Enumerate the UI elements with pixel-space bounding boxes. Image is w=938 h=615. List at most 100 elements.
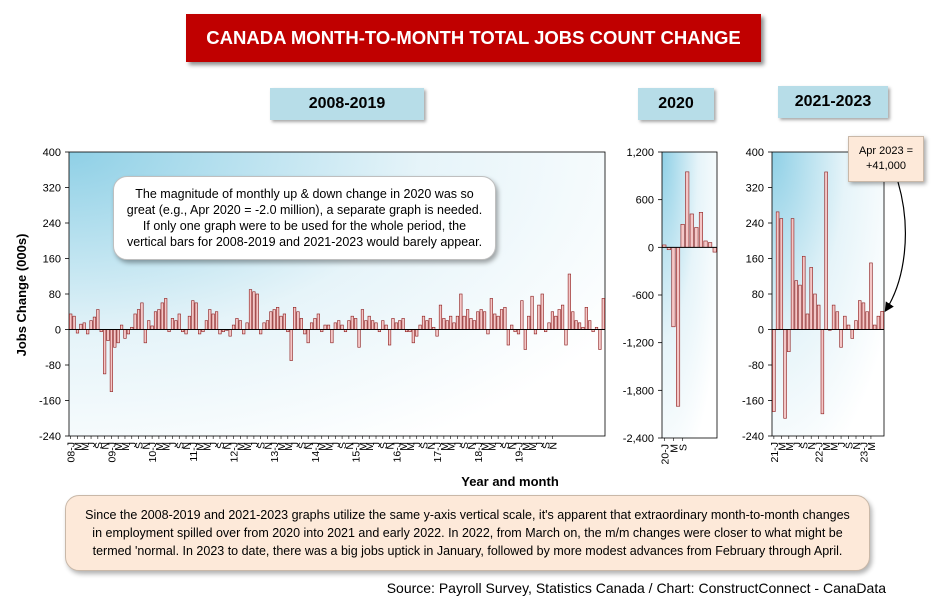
y-tick-label: -160 [742,396,764,408]
bar-2008-2019-103 [418,324,422,330]
bar-2008-2019-44 [218,329,222,335]
bar-2008-2019-129 [506,329,510,346]
bar-2008-2019-54 [252,291,256,330]
bar-2021-2023-20 [846,324,851,330]
x-tick-label: S [93,442,105,449]
bar-2008-2019-117 [466,309,470,330]
bar-2008-2019-15 [120,324,124,330]
x-tick-label: M [283,442,295,451]
bar-2008-2019-48 [231,324,236,330]
x-tick-label: 23-J [858,442,870,462]
bar-2008-2019-77 [330,329,334,344]
bar-2008-2019-31 [174,320,178,330]
x-tick-label: M [242,442,254,451]
bar-2008-2019-61 [276,307,280,330]
bar-2008-2019-78 [333,322,337,330]
y-tick-label: 160 [43,254,61,266]
x-tick-label: 10-J [147,442,159,462]
bar-2008-2019-28 [164,298,168,330]
bar-2008-2019-25 [153,311,158,330]
bar-2008-2019-156 [598,329,602,350]
bar-2008-2019-42 [211,313,215,330]
bar-2008-2019-53 [248,289,253,330]
y-tick-label: 240 [43,218,61,230]
bar-2008-2019-157 [601,298,605,330]
bar-2008-2019-148 [571,311,575,330]
bar-2008-2019-0 [69,313,73,330]
bar-2008-2019-70 [306,329,310,344]
bar-2008-2019-120 [476,311,480,330]
x-tick-label: M [520,442,532,451]
bar-2008-2019-98 [401,318,405,330]
x-tick-label: S [256,442,268,449]
x-tick-label: 22-J [814,442,826,462]
y-tick-label: 400 [746,147,764,159]
bar-2021-2023-21 [850,329,854,339]
bar-2021-2023-25 [865,311,869,330]
bar-2008-2019-90 [374,322,378,330]
y-tick-label: 160 [746,254,764,266]
bar-2008-2019-134 [523,329,527,350]
bar-2008-2019-138 [537,304,541,330]
bar-2008-2019-55 [255,293,259,330]
chart-title: CANADA MONTH-TO-MONTH TOTAL JOBS COUNT C… [186,14,761,62]
bar-2021-2023-10 [809,267,813,330]
x-tick-label: J [452,442,464,447]
bar-2008-2019-106 [428,318,432,330]
bar-2021-2023-27 [872,324,877,330]
bar-2008-2019-110 [442,318,446,330]
bar-2020-8 [698,212,703,248]
bar-2021-2023-24 [861,302,866,330]
x-tick-label: M [154,442,166,451]
x-tick-label: M [668,444,680,453]
bar-2008-2019-34 [184,329,188,335]
x-tick-label: M [527,442,539,451]
bar-2008-2019-153 [588,320,592,330]
x-tick-label: J [249,442,261,447]
y-tick-label: 0 [55,325,61,337]
x-tick-label: S [134,442,146,449]
bar-2008-2019-123 [486,329,490,335]
x-axis-label: Year and month [461,474,559,489]
bar-2008-2019-56 [259,329,263,335]
bar-2008-2019-71 [309,322,314,330]
bar-2008-2019-65 [289,329,293,361]
x-tick-label: M [866,442,878,451]
callout-apr-2023: Apr 2023 = +41,000 [848,136,924,182]
bar-2021-2023-16 [831,304,836,330]
panel-title-2008-2019: 2008-2019 [270,88,424,120]
bar-2008-2019-21 [140,302,144,330]
panel-title-2021-2023: 2021-2023 [778,86,888,118]
x-tick-label: J [534,442,546,447]
bar-2020-5 [685,171,690,248]
bar-2008-2019-67 [296,311,300,330]
x-tick-label: N [344,442,356,450]
bar-2008-2019-113 [452,322,456,330]
bar-2008-2019-37 [194,302,198,330]
x-tick-label: N [181,442,193,450]
x-tick-label: S [296,442,308,449]
x-tick-label: N [262,442,274,450]
x-tick-label: M [776,442,788,451]
bar-2008-2019-75 [323,324,327,330]
x-tick-label: N [303,442,315,450]
bar-2008-2019-85 [357,329,361,348]
x-tick-label: M [364,442,376,451]
bar-2008-2019-92 [381,320,385,330]
x-tick-label: N [851,442,863,450]
bar-2008-2019-38 [198,329,202,335]
x-tick-label: J [412,442,424,447]
bar-2021-2023-6 [794,280,798,330]
bar-2020-6 [689,213,694,248]
x-tick-label: N [466,442,478,450]
x-tick-label: J [836,442,848,447]
bar-2008-2019-96 [394,322,398,330]
y-tick-label: -160 [39,396,61,408]
x-tick-label: S [378,442,390,449]
bar-2021-2023-12 [816,304,821,330]
source-text: Source: Payroll Survey, Statistics Canad… [386,580,886,596]
bar-2008-2019-62 [279,315,283,330]
bar-2008-2019-82 [347,320,351,330]
